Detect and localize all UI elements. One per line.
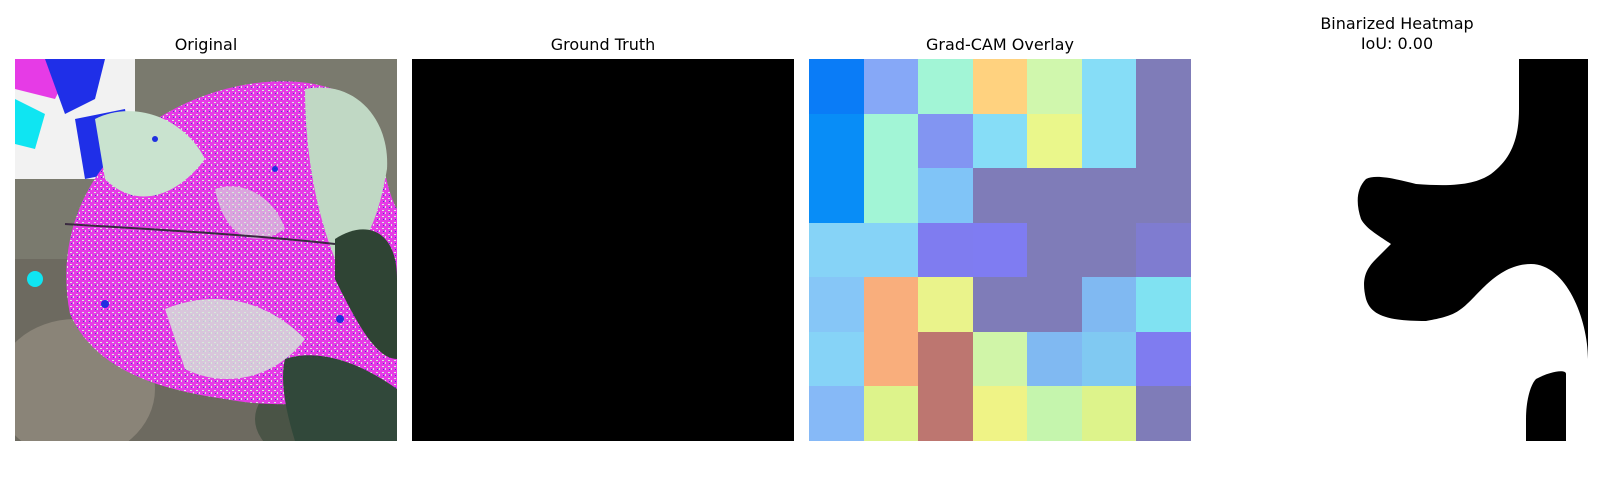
gradcam-cell	[972, 331, 1028, 387]
gradcam-cell	[1027, 386, 1082, 441]
gradcam-cell	[918, 113, 973, 169]
gradcam-cell	[863, 222, 919, 278]
gradcam-cell	[1027, 168, 1082, 223]
binarized-heatmap-title: Binarized Heatmap IoU: 0.00	[1320, 14, 1474, 53]
original-title: Original	[174, 35, 238, 54]
ground-truth-title: Ground Truth	[550, 35, 656, 54]
gradcam-cell	[918, 59, 973, 114]
gradcam-cell	[1136, 59, 1191, 114]
gradcam-cell	[809, 277, 864, 332]
gradcam-cell	[809, 113, 864, 169]
gradcam-cell	[809, 168, 864, 223]
gradcam-cell	[1081, 222, 1137, 278]
gradcam-cell	[918, 331, 973, 387]
gradcam-cell	[863, 386, 919, 441]
gradcam-overlay	[809, 59, 1191, 441]
gradcam-cell	[863, 331, 919, 387]
gradcam-cell	[1027, 59, 1082, 114]
gradcam-cell	[972, 277, 1028, 332]
gradcam-cell	[1136, 277, 1191, 332]
gradcam-cell	[972, 113, 1028, 169]
gradcam-cell	[972, 168, 1028, 223]
gradcam-cell	[1136, 222, 1191, 278]
gradcam-cell	[1081, 386, 1137, 441]
gradcam-cell	[1136, 113, 1191, 169]
binarized-heatmap	[1206, 59, 1588, 441]
gradcam-cell	[918, 168, 973, 223]
gradcam-cell	[1027, 331, 1082, 387]
gradcam-cell	[972, 386, 1028, 441]
leaf-image	[15, 59, 397, 441]
gradcam-cell	[1136, 168, 1191, 223]
gradcam-cell	[863, 59, 919, 114]
gradcam-cell	[1027, 113, 1082, 169]
gradcam-cell	[972, 222, 1028, 278]
gradcam-cell	[918, 386, 973, 441]
gradcam-cell	[863, 277, 919, 332]
gradcam-cell	[863, 113, 919, 169]
gradcam-cell	[1081, 59, 1137, 114]
gradcam-cell	[1027, 222, 1082, 278]
gradcam-cell	[863, 168, 919, 223]
gradcam-cell	[918, 277, 973, 332]
gradcam-cell	[809, 222, 864, 278]
gradcam-grid	[809, 59, 1191, 441]
gradcam-cell	[1027, 277, 1082, 332]
original-image	[15, 59, 397, 441]
gradcam-cell	[1136, 386, 1191, 441]
gradcam-cell	[918, 222, 973, 278]
gradcam-cell	[809, 331, 864, 387]
binarized-mask-shape	[1357, 59, 1588, 441]
gradcam-cell	[1081, 168, 1137, 223]
gradcam-cell	[809, 386, 864, 441]
gradcam-cell	[972, 59, 1028, 114]
gradcam-overlay-title: Grad-CAM Overlay	[926, 35, 1074, 54]
gradcam-cell	[809, 59, 864, 114]
gradcam-cell	[1136, 331, 1191, 387]
ground-truth-mask	[412, 59, 794, 441]
gradcam-cell	[1081, 331, 1137, 387]
gradcam-cell	[1081, 113, 1137, 169]
gradcam-cell	[1081, 277, 1137, 332]
